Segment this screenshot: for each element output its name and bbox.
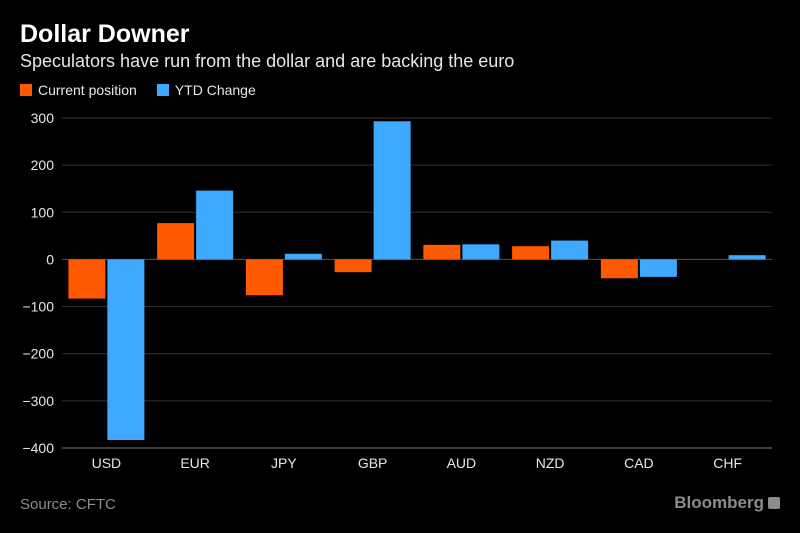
y-tick-label: −200: [22, 346, 54, 362]
x-tick-label: NZD: [536, 455, 565, 471]
bar-ytd-eur: [196, 190, 234, 260]
bar-current-cad: [600, 259, 638, 279]
y-tick-label: −400: [22, 440, 54, 456]
y-tick-label: 200: [31, 157, 55, 173]
bar-current-eur: [157, 223, 195, 260]
x-tick-label: EUR: [180, 455, 210, 471]
y-tick-label: 100: [31, 204, 55, 220]
x-tick-label: CAD: [624, 455, 654, 471]
legend-item-ytd: YTD Change: [156, 82, 256, 98]
bar-current-jpy: [245, 259, 283, 296]
bar-current-aud: [423, 244, 461, 260]
source-note: Source: CFTC: [20, 496, 116, 513]
legend: Current position YTD Change: [20, 82, 276, 98]
legend-swatch-current: [20, 84, 32, 96]
bar-ytd-gbp: [373, 121, 411, 260]
bar-current-nzd: [512, 246, 550, 260]
x-tick-label: AUD: [447, 455, 477, 471]
legend-label-ytd: YTD Change: [174, 82, 256, 98]
x-tick-label: JPY: [271, 455, 297, 471]
bar-ytd-cad: [639, 259, 677, 277]
y-tick-label: −100: [22, 299, 54, 315]
bar-current-usd: [68, 259, 106, 299]
brand-logo: Bloomberg: [674, 493, 780, 513]
legend-swatch-ytd: [156, 84, 169, 96]
bar-ytd-jpy: [284, 253, 322, 260]
bloomberg-icon: [768, 497, 780, 509]
legend-label-current: Current position: [38, 82, 137, 98]
y-tick-label: 300: [31, 110, 55, 126]
legend-item-current: Current position: [20, 82, 137, 98]
bar-ytd-aud: [462, 244, 500, 260]
bar-ytd-nzd: [551, 240, 589, 260]
x-tick-label: GBP: [358, 455, 388, 471]
y-tick-label: −300: [22, 393, 54, 409]
y-tick-label: 0: [46, 251, 54, 267]
bar-ytd-chf: [728, 255, 766, 260]
brand-name: Bloomberg: [674, 493, 764, 512]
x-tick-label: USD: [92, 455, 122, 471]
chart-title: Dollar Downer: [20, 20, 190, 48]
chart-subtitle: Speculators have run from the dollar and…: [20, 51, 515, 71]
bar-current-gbp: [334, 259, 372, 273]
bar-ytd-usd: [107, 259, 145, 440]
x-tick-label: CHF: [713, 455, 742, 471]
